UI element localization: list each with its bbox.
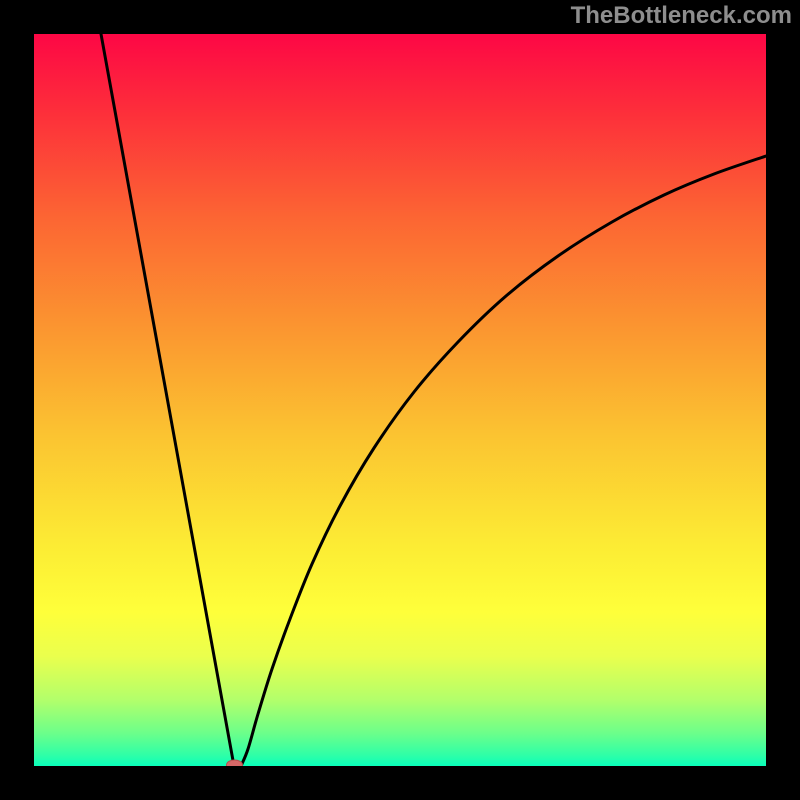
watermark-text: TheBottleneck.com — [571, 2, 792, 30]
stage: TheBottleneck.com — [0, 0, 800, 800]
plot-svg — [34, 34, 766, 766]
plot-area — [34, 34, 766, 766]
min-marker — [227, 760, 243, 766]
gradient-background — [34, 34, 766, 766]
